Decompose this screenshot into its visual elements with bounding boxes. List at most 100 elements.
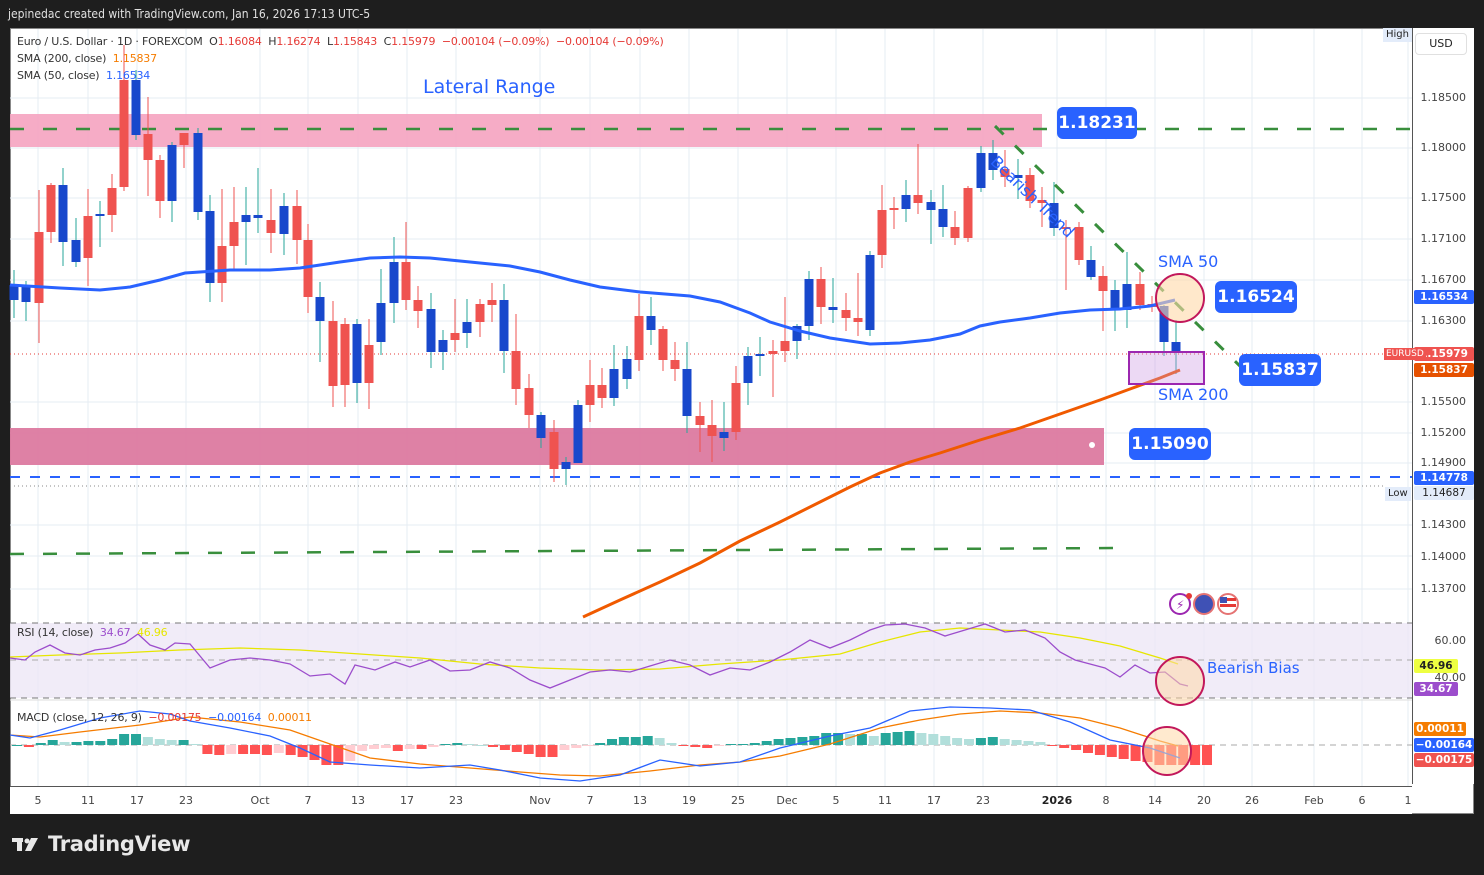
candle <box>9 285 19 300</box>
macd-badge: −0.00164 <box>1414 738 1474 752</box>
rsi-ma-line <box>9 627 1179 671</box>
macd-hist-bar <box>856 734 867 745</box>
candle <box>364 345 374 383</box>
sma200-legend[interactable]: SMA (200, close) 1.15837 <box>17 52 157 65</box>
macd-legend[interactable]: MACD (close, 12, 26, 9) −0.00175 −0.0016… <box>17 711 312 724</box>
candle <box>1037 200 1047 203</box>
candle <box>597 385 607 398</box>
macd-hist-bar <box>440 744 451 745</box>
macd-hist-bar <box>1130 745 1141 761</box>
time-axis-label: 17 <box>400 794 414 807</box>
candle <box>438 340 448 352</box>
candle <box>950 227 960 238</box>
candle <box>743 356 753 383</box>
symbol-legend[interactable]: Euro / U.S. Dollar · 1D · FOREXCOM O1.16… <box>17 35 664 48</box>
time-axis-label: 13 <box>351 794 365 807</box>
macd-hist-bar <box>1094 745 1105 755</box>
candle <box>266 220 276 233</box>
candle <box>1086 260 1096 277</box>
blue-line-price-badge: 1.14778 <box>1414 471 1474 485</box>
candle <box>193 133 203 212</box>
lower-green-dashed-line <box>9 546 1116 556</box>
level-badge-sma50[interactable]: 1.16524 <box>1215 281 1297 313</box>
candle <box>83 216 93 258</box>
time-axis-label: 17 <box>130 794 144 807</box>
candle <box>889 208 899 210</box>
time-axis-label: 5 <box>832 794 840 807</box>
time-axis-label: 6 <box>1358 794 1366 807</box>
macd-hist-bar <box>666 743 677 745</box>
candle <box>131 80 141 135</box>
level-badge-top[interactable]: 1.18231 <box>1057 107 1137 139</box>
macd-hist-bar <box>535 745 546 757</box>
macd-hist-bar <box>154 739 165 745</box>
candle <box>253 215 263 218</box>
macd-hist-bar <box>880 733 891 745</box>
macd-hist-bar <box>452 743 463 745</box>
macd-hist-bar <box>773 739 784 745</box>
candle <box>21 285 31 302</box>
macd-hist-bar <box>726 744 736 745</box>
macd-hist-bar <box>964 739 974 745</box>
time-axis[interactable]: 5 11 17 23 Oct 7 13 17 23 Nov 7 13 19 25 Dec 5 11 17 23 202… <box>10 786 1412 814</box>
macd-hist-bar <box>595 743 606 745</box>
candle <box>340 324 350 385</box>
sma200-text[interactable]: SMA 200 <box>1158 385 1229 404</box>
time-axis-label: 1 <box>1404 794 1412 807</box>
svg-text:⚡: ⚡ <box>1176 598 1184 612</box>
candle <box>524 388 534 415</box>
event-icons[interactable]: ⚡ <box>1169 593 1239 615</box>
chart-credit: jepinedac created with TradingView.com, … <box>8 7 371 21</box>
level-badge-sma200[interactable]: 1.15837 <box>1239 354 1321 386</box>
candle <box>853 318 863 322</box>
macd-hist-bar <box>23 745 34 747</box>
candle <box>179 133 189 145</box>
level-badge-support[interactable]: 1.15090 <box>1129 428 1211 460</box>
rsi-legend[interactable]: RSI (14, close) 34.67 46.96 <box>17 626 168 639</box>
candle <box>46 185 56 232</box>
macd-hist-bar <box>309 745 320 760</box>
time-axis-label: 26 <box>1245 794 1259 807</box>
sma50-price-badge: 1.16534 <box>1414 290 1474 304</box>
macd-hist-bar <box>321 745 332 765</box>
macd-hist-bar <box>583 745 594 746</box>
macd-hist-bar <box>1083 745 1093 753</box>
candle <box>585 385 595 405</box>
high-tag: High <box>1383 28 1412 42</box>
candle <box>34 232 44 303</box>
time-axis-label: 23 <box>179 794 193 807</box>
candle <box>279 206 289 234</box>
lateral-range-label[interactable]: Lateral Range <box>423 76 556 98</box>
candle <box>328 321 338 386</box>
macd-hist-bar <box>1035 742 1046 745</box>
candle <box>352 324 362 383</box>
candle <box>804 279 814 326</box>
candle <box>401 262 411 300</box>
sma50-text[interactable]: SMA 50 <box>1158 252 1219 271</box>
macd-hist-bar <box>975 738 986 745</box>
macd-hist-bar <box>428 745 439 747</box>
candle <box>303 240 313 297</box>
macd-hist-bar <box>71 742 82 745</box>
macd-hist-bar <box>547 745 558 757</box>
macd-hist-bar <box>345 745 356 761</box>
candle <box>1110 290 1120 310</box>
bearish-bias-label[interactable]: Bearish Bias <box>1207 659 1300 677</box>
candle <box>241 215 251 222</box>
sma50-legend[interactable]: SMA (50, close) 1.16534 <box>17 69 151 82</box>
symbol-price-tag: EURUSD <box>1384 348 1426 360</box>
candle <box>780 341 790 351</box>
macd-hist-bar <box>488 745 498 747</box>
price-axis[interactable]: 1.18500 1.18000 1.17500 1.17100 1.16700 … <box>1412 28 1474 784</box>
macd-hist-bar <box>702 745 713 748</box>
currency-button[interactable]: USD <box>1415 33 1467 55</box>
macd-hist-bar <box>952 738 963 745</box>
candle <box>1025 175 1035 201</box>
macd-hist-bar <box>1190 745 1201 765</box>
candle <box>462 322 472 333</box>
macd-hist-bar <box>83 741 94 745</box>
macd-hist-bar <box>785 738 796 745</box>
tradingview-logo[interactable]: TradingView <box>12 832 190 856</box>
candle <box>1049 203 1059 228</box>
